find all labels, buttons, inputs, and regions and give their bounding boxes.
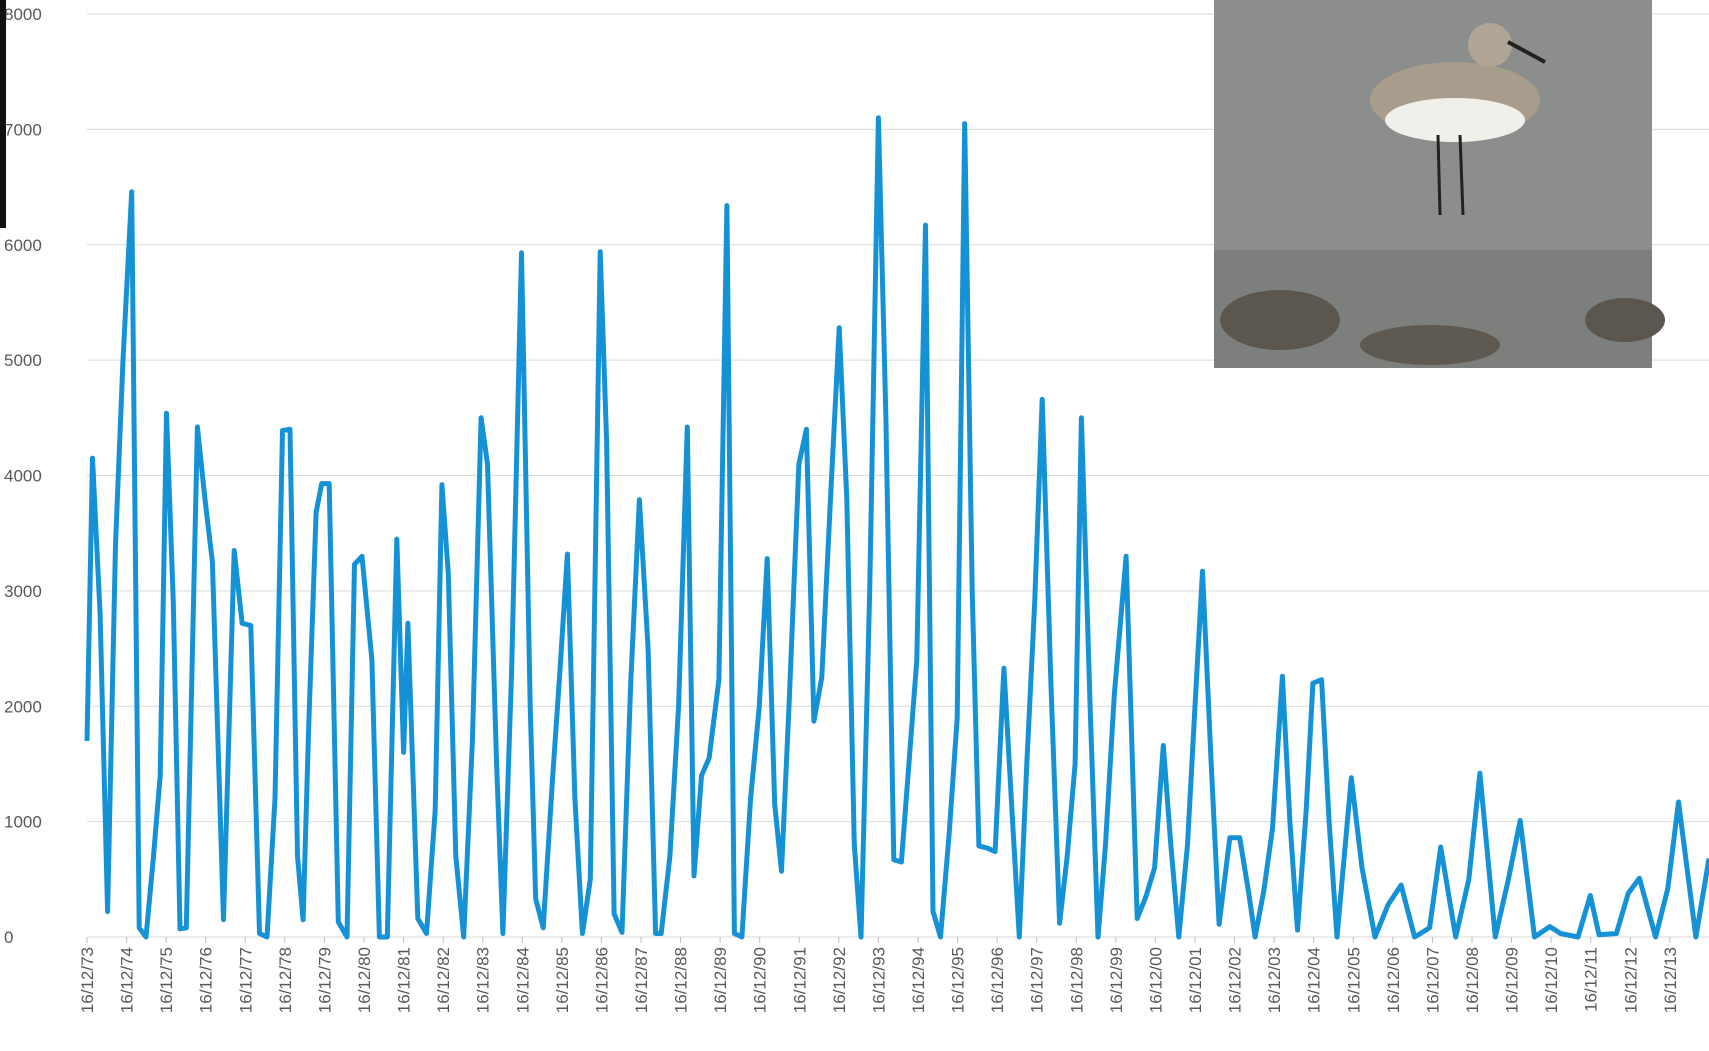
x-tick-label: 16/12/82: [434, 947, 453, 1013]
x-tick-label: 16/12/00: [1146, 947, 1165, 1013]
y-tick-label: 4000: [4, 467, 42, 486]
x-tick-label: 16/12/10: [1542, 947, 1561, 1013]
edge-bar: [0, 0, 6, 228]
x-tick-label: 16/12/99: [1107, 947, 1126, 1013]
x-tick-label: 16/12/97: [1028, 947, 1047, 1013]
x-tick-label: 16/12/76: [197, 947, 216, 1013]
photo-rock: [1360, 325, 1500, 365]
x-tick-label: 16/12/73: [78, 947, 97, 1013]
x-tick-label: 16/12/87: [632, 947, 651, 1013]
x-tick-label: 16/12/86: [592, 947, 611, 1013]
x-tick-label: 16/12/83: [474, 947, 493, 1013]
x-tick-label: 16/12/02: [1226, 947, 1245, 1013]
x-tick-label: 16/12/91: [790, 947, 809, 1013]
x-tick-label: 16/12/80: [355, 947, 374, 1013]
x-tick-label: 16/12/78: [276, 947, 295, 1013]
y-tick-label: 3000: [4, 582, 42, 601]
data-line: [84, 115, 1709, 940]
photo-rock: [1220, 290, 1340, 350]
x-tick-label: 16/12/75: [157, 947, 176, 1013]
y-tick-label: 5000: [4, 351, 42, 370]
y-tick-label: 6000: [4, 236, 42, 255]
x-tick-label: 16/12/93: [869, 947, 888, 1013]
x-tick-label: 16/12/03: [1265, 947, 1284, 1013]
x-tick-label: 16/12/13: [1661, 947, 1680, 1013]
photo-bird-bill: [1507, 40, 1546, 64]
x-tick-label: 16/12/94: [909, 947, 928, 1013]
x-tick-label: 16/12/79: [315, 947, 334, 1013]
y-tick-label: 2000: [4, 697, 42, 716]
x-tick-label: 16/12/77: [236, 947, 255, 1013]
x-tick-label: 16/12/06: [1384, 947, 1403, 1013]
x-tick-label: 16/12/05: [1344, 947, 1363, 1013]
photo-rock: [1585, 298, 1665, 342]
axes: 0 1000 2000 3000 4000 5000 6000 7000 8000 16/12/7…: [4, 5, 1709, 1013]
x-tick-label: 16/12/85: [553, 947, 572, 1013]
y-tick-label: 1000: [4, 813, 42, 832]
x-tick-label: 16/12/89: [711, 947, 730, 1013]
x-tick-label: 16/12/08: [1463, 947, 1482, 1013]
x-tick-label: 16/12/88: [672, 947, 691, 1013]
photo-bird-head: [1468, 23, 1512, 67]
x-tick-label: 16/12/98: [1067, 947, 1086, 1013]
x-tick-label: 16/12/07: [1423, 947, 1442, 1013]
x-tick-label: 16/12/12: [1621, 947, 1640, 1013]
x-tick-label: 16/12/90: [751, 947, 770, 1013]
y-tick-label: 8000: [4, 5, 42, 24]
x-tick-label: 16/12/84: [513, 947, 532, 1013]
x-tick-label: 16/12/11: [1582, 947, 1601, 1012]
x-tick-label: 16/12/74: [118, 947, 137, 1013]
x-tick-label: 16/12/96: [988, 947, 1007, 1013]
x-tick-label: 16/12/04: [1305, 947, 1324, 1013]
photo-bird-legs: [1436, 134, 1465, 216]
y-tick-label: 7000: [4, 120, 42, 139]
x-tick-label: 16/12/01: [1186, 947, 1205, 1013]
y-tick-label: 0: [4, 928, 13, 947]
x-tick-label: 16/12/92: [830, 947, 849, 1013]
x-tick-label: 16/12/95: [949, 947, 968, 1013]
x-tick-label: 16/12/09: [1503, 947, 1522, 1013]
x-tick-label: 16/12/81: [395, 947, 414, 1013]
photo: [1214, 0, 1665, 368]
photo-bird-belly: [1385, 98, 1525, 142]
